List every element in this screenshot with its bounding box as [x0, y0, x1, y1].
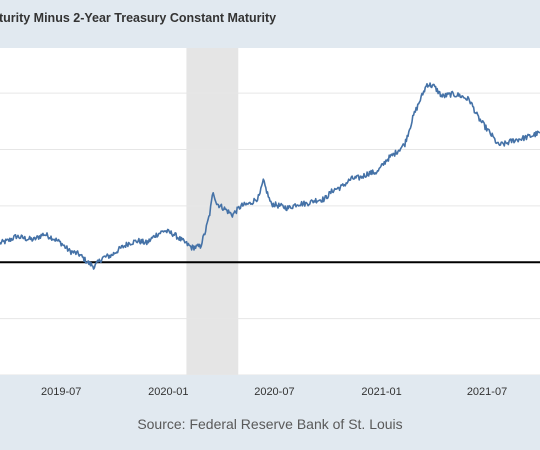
plot-area — [0, 48, 540, 375]
x-tick-label: 2020-01 — [148, 386, 189, 398]
chart-svg — [0, 48, 540, 375]
x-tick-label: 2021-01 — [361, 386, 402, 398]
x-axis: 2019-07 2020-01 2020-07 2021-01 2021-07 — [0, 375, 540, 405]
chart-title: aturity Minus 2-Year Treasury Constant M… — [0, 11, 277, 25]
x-tick-label: 2021-07 — [466, 386, 508, 398]
source-note: Source: Federal Reserve Bank of St. Loui… — [137, 416, 403, 432]
x-tick-label: 2019-07 — [41, 386, 82, 398]
recession-band — [186, 48, 239, 375]
x-tick-label: 2020-07 — [254, 386, 295, 398]
title-bar: aturity Minus 2-Year Treasury Constant M… — [0, 0, 540, 48]
series-line — [0, 82, 540, 270]
